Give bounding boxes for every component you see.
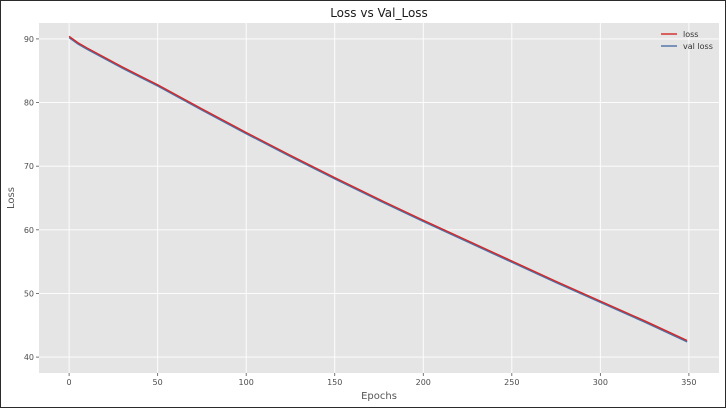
legend: loss val loss <box>661 30 713 51</box>
x-tick-label: 0 <box>67 378 72 387</box>
y-axis-label: Loss <box>6 187 17 209</box>
y-tick-label: 50 <box>24 289 34 298</box>
series-line-val-loss <box>68 37 688 343</box>
chart-title: Loss vs Val_Loss <box>330 6 428 20</box>
y-tick-label: 90 <box>24 35 34 44</box>
legend-label-val-loss: val loss <box>683 42 713 51</box>
y-tick-label: 70 <box>24 162 34 171</box>
y-tick-label: 40 <box>24 353 34 362</box>
legend-label-loss: loss <box>683 30 698 39</box>
x-axis-label: Epochs <box>361 391 397 402</box>
plot-area <box>39 23 719 373</box>
x-tick-label: 200 <box>416 378 431 387</box>
grid <box>39 23 719 373</box>
y-tick-label: 80 <box>24 99 34 108</box>
series-lines <box>68 35 688 343</box>
x-tick-label: 350 <box>681 378 696 387</box>
x-tick-label: 300 <box>593 378 608 387</box>
y-tick-label: 60 <box>24 226 34 235</box>
x-tick-label: 100 <box>239 378 254 387</box>
x-tick-label: 150 <box>327 378 342 387</box>
x-tick-label: 250 <box>504 378 519 387</box>
axis-ticks: 0 50 100 150 200 250 300 350 40 50 60 70 80 90 <box>24 35 697 387</box>
series-line-loss <box>68 35 688 342</box>
x-tick-label: 50 <box>153 378 163 387</box>
